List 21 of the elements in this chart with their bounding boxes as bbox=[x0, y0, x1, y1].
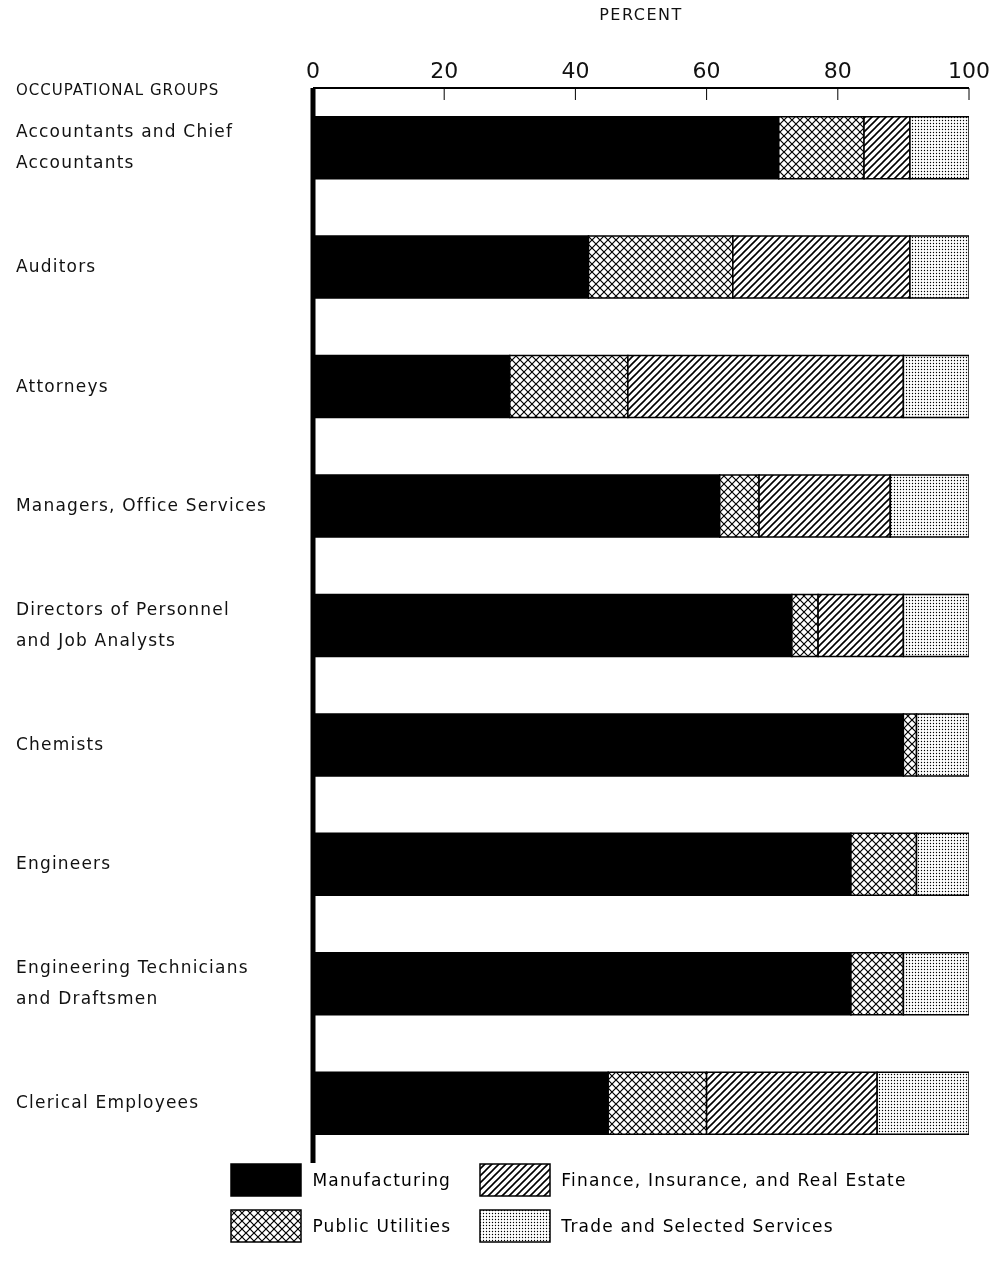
x-tick-label: 80 bbox=[823, 58, 852, 83]
x-axis-title: PERCENT bbox=[599, 5, 683, 24]
y-tick-label: Managers, Office Services bbox=[16, 495, 268, 516]
y-tick-label: Clerical Employees bbox=[16, 1092, 200, 1113]
y-tick-label: Auditors bbox=[16, 256, 97, 277]
legend-label: Finance, Insurance, and Real Estate bbox=[561, 1170, 907, 1190]
legend-label: Public Utilities bbox=[312, 1216, 452, 1236]
y-tick-label: Chemists bbox=[16, 733, 105, 754]
legend-label: Manufacturing bbox=[312, 1170, 452, 1190]
x-tick-label: 60 bbox=[692, 58, 721, 83]
y-tick-label: Engineers bbox=[16, 853, 112, 874]
y-axis-title: OCCUPATIONAL GROUPS bbox=[16, 80, 220, 99]
x-tick-label: 20 bbox=[430, 58, 459, 83]
y-tick-label: Attorneys bbox=[16, 375, 109, 396]
y-tick-label: Engineering Technicians and Draftsmen bbox=[16, 957, 249, 1009]
x-tick-label: 100 bbox=[948, 58, 990, 83]
x-tick-label: 0 bbox=[306, 58, 320, 83]
y-tick-label: Accountants and Chief Accountants bbox=[16, 121, 234, 173]
x-tick-label: 40 bbox=[561, 58, 590, 83]
y-tick-label: Directors of Personnel and Job Analysts bbox=[16, 599, 230, 650]
legend-label: Trade and Selected Services bbox=[561, 1216, 834, 1236]
